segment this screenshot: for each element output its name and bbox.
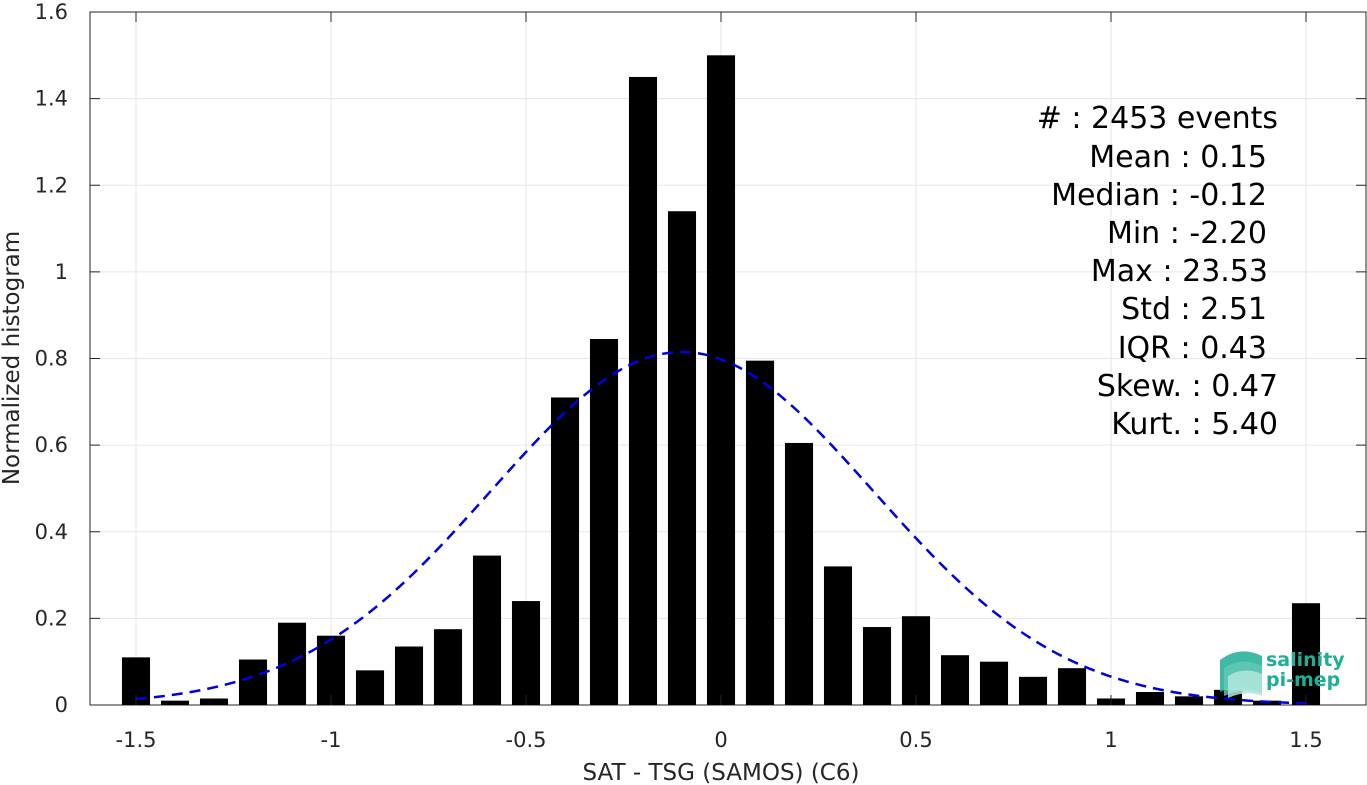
histogram-bar [706, 55, 736, 705]
stats-std: Std : 2.51 [1121, 292, 1267, 327]
y-tick-label: 1.6 [35, 0, 68, 24]
histogram-bar [1057, 668, 1087, 705]
histogram-bar [433, 629, 463, 705]
histogram-bar [1291, 603, 1321, 705]
histogram-bar [238, 659, 268, 705]
x-tick-label: -1 [321, 728, 342, 752]
histogram-bar [1018, 676, 1048, 705]
histogram-bar [316, 635, 346, 705]
histogram-bar [901, 616, 931, 705]
salinity-pimep-logo: salinity pi-mep [1220, 649, 1345, 698]
y-tick-label: 0 [55, 693, 68, 717]
histogram-bar [199, 698, 229, 705]
y-tick-label: 0.6 [35, 433, 68, 457]
histogram-bar [745, 360, 775, 705]
y-tick-label: 1 [55, 260, 68, 284]
stats-skew: Skew. : 0.47 [1097, 369, 1278, 404]
x-tick-label: -1.5 [116, 728, 157, 752]
y-tick-label: 0.2 [35, 606, 68, 630]
y-tick-labels: 0 0.2 0.4 0.6 0.8 1 1.2 1.4 1.6 [35, 0, 68, 717]
histogram-bar [355, 670, 385, 705]
histogram-bar [550, 397, 580, 705]
x-tick-label: 0 [714, 728, 727, 752]
histogram-bar [940, 655, 970, 705]
histogram-bar [589, 339, 619, 705]
histogram-bar [667, 211, 697, 706]
logo-text-line1: salinity [1266, 649, 1345, 671]
histogram-bar [1135, 692, 1165, 705]
logo-text-line2: pi-mep [1266, 669, 1340, 691]
wave-logo-icon [1220, 651, 1262, 698]
histogram-bar [823, 566, 853, 705]
axis-ticks [90, 11, 1366, 706]
stats-min: Min : -2.20 [1107, 216, 1267, 251]
x-tick-label: 0.5 [899, 728, 932, 752]
stats-iqr: IQR : 0.43 [1118, 331, 1267, 366]
stats-mean: Mean : 0.15 [1089, 140, 1267, 175]
x-tick-label: 1 [1104, 728, 1117, 752]
stats-kurt: Kurt. : 5.40 [1111, 407, 1278, 442]
x-tick-label: 1.5 [1289, 728, 1322, 752]
gaussian-fit-curve [135, 350, 1307, 705]
y-tick-label: 0.8 [35, 347, 68, 371]
x-tick-label: -0.5 [506, 728, 547, 752]
stats-max: Max : 23.53 [1091, 254, 1268, 289]
stats-count: # : 2453 events [1037, 101, 1278, 136]
y-axis-label: Normalized histogram [0, 231, 25, 485]
stats-median: Median : -0.12 [1051, 178, 1267, 213]
histogram-bar [979, 661, 1009, 705]
stats-box: # : 2453 events Mean : 0.15 Median : -0.… [1037, 101, 1278, 442]
y-tick-label: 1.4 [35, 87, 68, 111]
histogram-bar [394, 646, 424, 705]
histogram-bar [1174, 696, 1204, 705]
x-tick-labels: -1.5 -1 -0.5 0 0.5 1 1.5 [116, 728, 1323, 752]
histogram-bar [862, 627, 892, 705]
histogram-bar [784, 442, 814, 705]
histogram-bar [628, 76, 658, 705]
y-tick-label: 0.4 [35, 520, 68, 544]
histogram-bar [160, 700, 190, 705]
histogram-bar [472, 555, 502, 705]
bars-group [121, 55, 1321, 706]
x-axis-label: SAT - TSG (SAMOS) (C6) [583, 760, 860, 785]
histogram-bar [277, 622, 307, 705]
y-tick-label: 1.2 [35, 173, 68, 197]
histogram-bar [511, 601, 541, 705]
